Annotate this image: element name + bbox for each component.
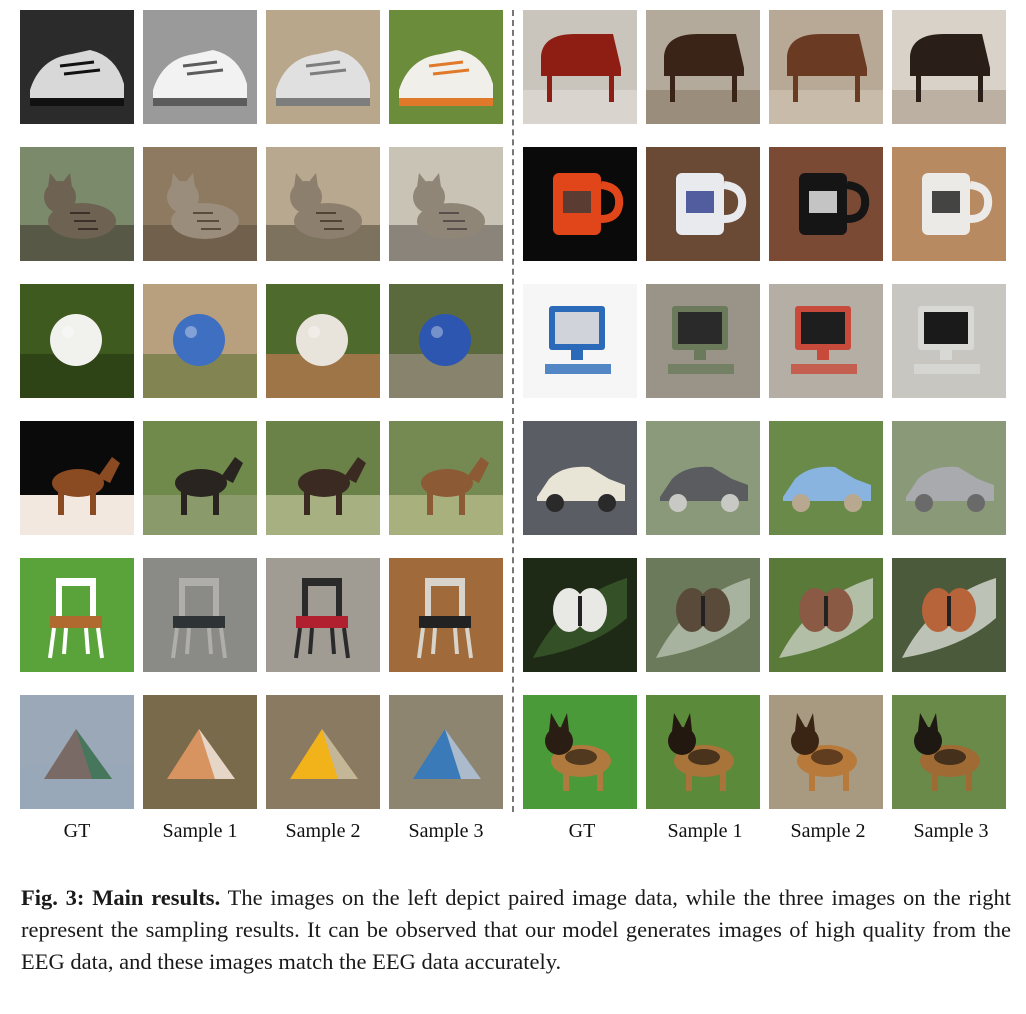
- right-column-label: GT: [568, 820, 596, 842]
- left-sneakers-sample-1-image: [143, 10, 257, 124]
- left-chair-sample-3-image: [389, 558, 503, 672]
- left-tent-gt-image: [20, 695, 134, 809]
- left-tabby-cat-sample-2-image: [266, 147, 380, 261]
- left-horse-sample-2-image: [266, 421, 380, 535]
- left-sneakers-sample-3-image: [389, 10, 503, 124]
- right-column-label: Sample 1: [667, 820, 743, 842]
- left-sneakers-gt-image: [20, 10, 134, 124]
- left-sneakers-sample-2-image: [266, 10, 380, 124]
- right-column-label: Sample 3: [913, 820, 989, 842]
- figure-caption: Fig. 3: Main results. The images on the …: [21, 882, 1011, 978]
- right-car-sample-3-image: [892, 421, 1006, 535]
- right-car-gt-image: [523, 421, 637, 535]
- left-column-label: GT: [63, 820, 91, 842]
- left-tabby-cat-gt-image: [20, 147, 134, 261]
- left-ball-sample-2-image: [266, 284, 380, 398]
- right-column-label: Sample 2: [790, 820, 866, 842]
- left-column-label: Sample 1: [162, 820, 238, 842]
- left-tent-sample-3-image: [389, 695, 503, 809]
- left-horse-sample-1-image: [143, 421, 257, 535]
- right-mug-sample-1-image: [646, 147, 760, 261]
- right-german-shepherd-gt-image: [523, 695, 637, 809]
- left-column-label: Sample 2: [285, 820, 361, 842]
- left-ball-sample-1-image: [143, 284, 257, 398]
- right-piano-sample-1-image: [646, 10, 760, 124]
- right-butterfly-gt-image: [523, 558, 637, 672]
- left-horse-sample-3-image: [389, 421, 503, 535]
- left-chair-gt-image: [20, 558, 134, 672]
- right-butterfly-sample-3-image: [892, 558, 1006, 672]
- results-figure: GT Sample 1 Sample 2 Sample 3 GT Sample 1 Samp…: [20, 10, 1006, 842]
- right-german-shepherd-sample-3-image: [892, 695, 1006, 809]
- right-computer-sample-3-image: [892, 284, 1006, 398]
- left-ball-sample-3-image: [389, 284, 503, 398]
- right-mug-sample-3-image: [892, 147, 1006, 261]
- right-mug-sample-2-image: [769, 147, 883, 261]
- group-divider: [512, 10, 514, 812]
- left-chair-sample-1-image: [143, 558, 257, 672]
- right-car-sample-1-image: [646, 421, 760, 535]
- right-piano-gt-image: [523, 10, 637, 124]
- right-piano-sample-2-image: [769, 10, 883, 124]
- right-german-shepherd-sample-2-image: [769, 695, 883, 809]
- right-butterfly-sample-2-image: [769, 558, 883, 672]
- left-tent-sample-2-image: [266, 695, 380, 809]
- right-butterfly-sample-1-image: [646, 558, 760, 672]
- caption-lead: Fig. 3: Main results.: [21, 885, 221, 910]
- right-mug-gt-image: [523, 147, 637, 261]
- right-german-shepherd-sample-1-image: [646, 695, 760, 809]
- left-tabby-cat-sample-1-image: [143, 147, 257, 261]
- left-chair-sample-2-image: [266, 558, 380, 672]
- right-computer-sample-2-image: [769, 284, 883, 398]
- left-column-label: Sample 3: [408, 820, 484, 842]
- right-computer-sample-1-image: [646, 284, 760, 398]
- left-tabby-cat-sample-3-image: [389, 147, 503, 261]
- left-horse-gt-image: [20, 421, 134, 535]
- right-car-sample-2-image: [769, 421, 883, 535]
- caption-body: The images on the left depict paired ima…: [21, 885, 1012, 974]
- right-piano-sample-3-image: [892, 10, 1006, 124]
- left-tent-sample-1-image: [143, 695, 257, 809]
- right-computer-gt-image: [523, 284, 637, 398]
- left-ball-gt-image: [20, 284, 134, 398]
